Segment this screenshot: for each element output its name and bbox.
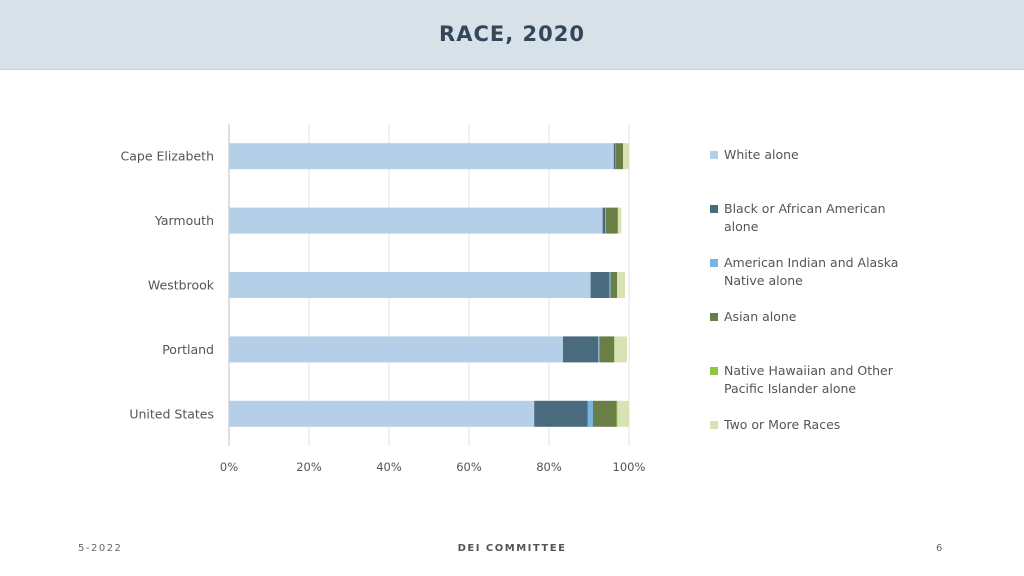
x-tick-label: 0%	[220, 460, 238, 474]
bar-segment	[602, 207, 605, 234]
bar-segment	[617, 272, 625, 298]
category-label: United States	[129, 406, 214, 421]
category-label: Yarmouth	[154, 213, 214, 228]
legend-label: Two or More Races	[724, 417, 841, 432]
bar-segment	[229, 207, 603, 234]
footer-page-number: 6	[936, 543, 944, 554]
bar-segment	[534, 400, 588, 427]
bar-segment	[587, 400, 593, 427]
bar-segment	[229, 336, 563, 363]
legend-label: Native Hawaiian and Other Pacific Island…	[724, 363, 893, 396]
x-tick-label: 60%	[456, 460, 482, 474]
bar-segment	[616, 400, 618, 427]
legend-swatch	[710, 367, 718, 375]
legend-swatch	[710, 313, 718, 321]
bar-segment	[598, 336, 600, 363]
footer-committee: DEI COMMITTEE	[457, 543, 567, 554]
legend-swatch	[710, 205, 718, 213]
category-label: Westbrook	[148, 278, 215, 293]
x-tick-label: 40%	[376, 460, 402, 474]
bar-segment	[229, 400, 535, 427]
category-label: Portland	[162, 342, 214, 357]
legend-label: Black or African American alone	[724, 201, 886, 234]
bar-segment	[593, 400, 617, 427]
legend-item: Native Hawaiian and Other Pacific Island…	[710, 362, 920, 398]
x-tick-label: 100%	[613, 460, 646, 474]
slide-title: RACE, 2020	[439, 22, 585, 46]
legend-item: Asian alone	[710, 308, 920, 326]
legend-swatch	[710, 421, 718, 429]
bar-segment	[613, 143, 615, 170]
legend-swatch	[710, 259, 718, 267]
header-bar: RACE, 2020	[0, 0, 1024, 70]
bar-segment	[229, 143, 614, 170]
bar-segment	[610, 272, 617, 298]
bar-segment	[605, 207, 618, 234]
legend-item: Two or More Races	[710, 416, 920, 434]
x-tick-label: 20%	[296, 460, 322, 474]
bar-segment	[623, 143, 629, 170]
legend-item: Black or African American alone	[710, 200, 920, 236]
legend-item: American Indian and Alaska Native alone	[710, 254, 920, 290]
x-tick-label: 80%	[536, 460, 562, 474]
category-label: Cape Elizabeth	[121, 149, 215, 164]
legend-label: Asian alone	[724, 309, 797, 324]
bar-segment	[563, 336, 599, 363]
bar-segment	[617, 400, 629, 427]
legend-swatch	[710, 151, 718, 159]
bar-segment	[615, 143, 623, 170]
bar-segment	[590, 272, 610, 298]
footer-date: 5-2022	[78, 543, 123, 554]
bar-segment	[599, 336, 615, 363]
bar-segment	[229, 272, 591, 298]
legend-label: American Indian and Alaska Native alone	[724, 255, 899, 288]
legend-item: White alone	[710, 146, 920, 164]
legend-label: White alone	[724, 147, 799, 162]
bar-segment	[605, 207, 606, 234]
bar-segment	[618, 207, 622, 234]
bar-segment	[609, 272, 611, 298]
bar-segment	[614, 336, 627, 363]
